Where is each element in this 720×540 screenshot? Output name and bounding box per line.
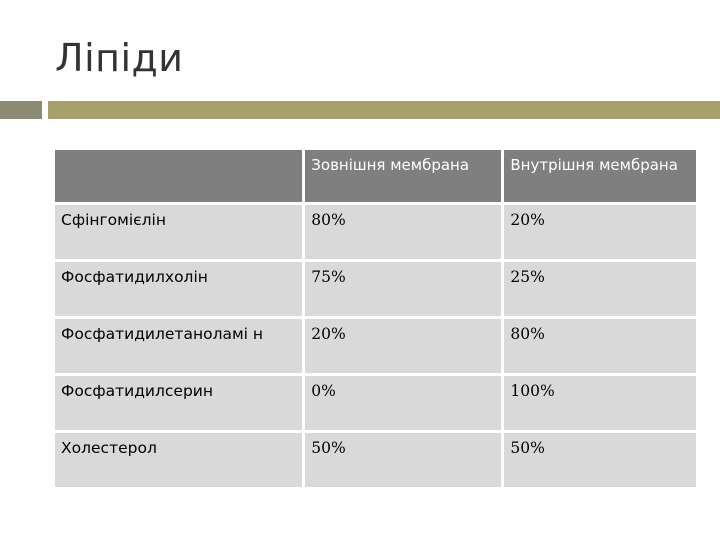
lipid-name-cell: Фосфатидилсерин — [55, 374, 306, 433]
inner-membrane-value: 20% — [502, 203, 696, 262]
outer-membrane-value: 80% — [303, 203, 505, 262]
outer-membrane-value: 50% — [303, 431, 505, 490]
slide-title: Ліпіди — [55, 36, 184, 80]
inner-membrane-value: 25% — [502, 260, 696, 319]
lipid-name-cell: Фосфатидилетаноламі н — [55, 317, 306, 376]
table-row: Фосфатидилсерин 0% 100% — [55, 374, 696, 433]
table-header-row: Зовнішня мембрана Внутрішня мембрана — [55, 150, 696, 205]
table-row: Фосфатидилхолін 75% 25% — [55, 260, 696, 319]
header-cell-empty — [55, 150, 306, 205]
title-accent-square — [0, 101, 42, 119]
outer-membrane-value: 75% — [303, 260, 505, 319]
inner-membrane-value: 50% — [502, 431, 696, 490]
lipid-name-cell: Сфінгомієлін — [55, 203, 306, 262]
header-cell-outer-membrane: Зовнішня мембрана — [303, 150, 505, 205]
title-accent-bar — [48, 101, 720, 119]
table-row: Фосфатидилетаноламі н 20% 80% — [55, 317, 696, 376]
table-row: Сфінгомієлін 80% 20% — [55, 203, 696, 262]
lipid-name-cell: Холестерол — [55, 431, 306, 490]
inner-membrane-value: 100% — [502, 374, 696, 433]
lipid-distribution-table: Зовнішня мембрана Внутрішня мембрана Сфі… — [55, 150, 696, 490]
header-cell-inner-membrane: Внутрішня мембрана — [502, 150, 696, 205]
inner-membrane-value: 80% — [502, 317, 696, 376]
outer-membrane-value: 20% — [303, 317, 505, 376]
lipid-name-cell: Фосфатидилхолін — [55, 260, 306, 319]
table-row: Холестерол 50% 50% — [55, 431, 696, 490]
outer-membrane-value: 0% — [303, 374, 505, 433]
